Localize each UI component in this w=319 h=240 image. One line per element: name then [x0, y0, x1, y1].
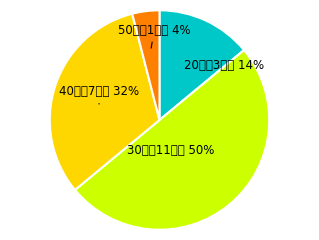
Wedge shape: [132, 10, 160, 120]
Wedge shape: [75, 50, 269, 230]
Wedge shape: [50, 14, 160, 190]
Text: 50代（1人） 4%: 50代（1人） 4%: [118, 24, 190, 48]
Wedge shape: [160, 10, 244, 120]
Text: 30代（11人） 50%: 30代（11人） 50%: [127, 144, 214, 157]
Text: 40代（7人） 32%: 40代（7人） 32%: [59, 85, 139, 104]
Text: 20代（3人） 14%: 20代（3人） 14%: [184, 59, 264, 72]
